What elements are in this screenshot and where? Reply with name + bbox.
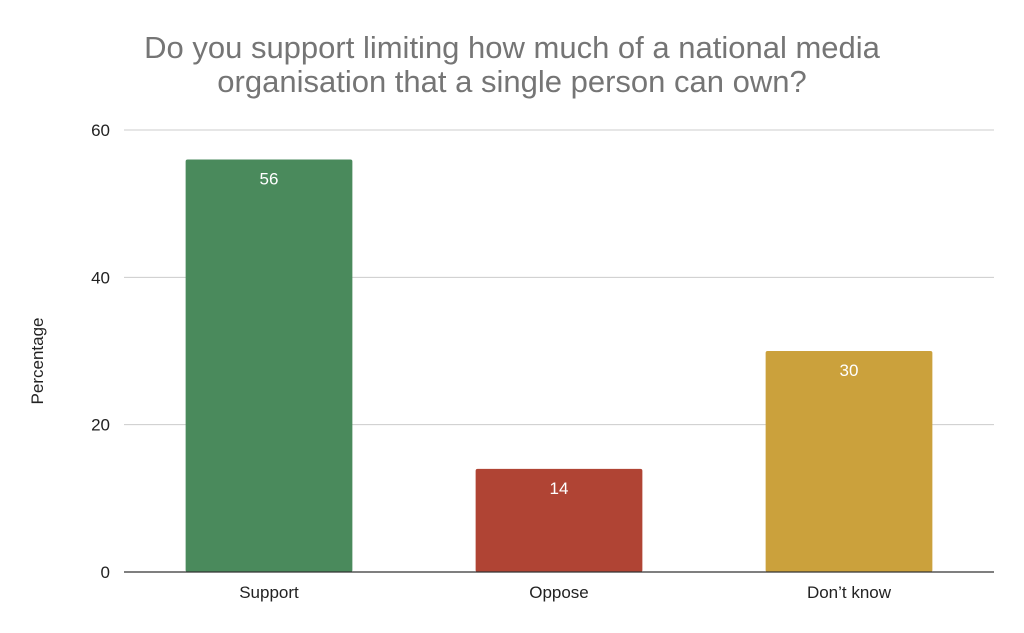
data-label-don-t-know: 30: [840, 361, 859, 380]
bars: [185, 159, 933, 572]
bar-oppose: [475, 468, 643, 572]
y-tick-label-0: 0: [101, 563, 110, 582]
x-axis-ticks: Support Oppose Don’t know: [239, 583, 892, 602]
bar-don-t-know: [765, 351, 933, 572]
data-label-oppose: 14: [550, 479, 569, 498]
y-axis-title: Percentage: [28, 318, 47, 405]
y-axis-ticks: 0 20 40 60: [91, 121, 110, 582]
y-tick-label-60: 60: [91, 121, 110, 140]
x-tick-label-don-t-know: Don’t know: [807, 583, 892, 602]
y-tick-label-20: 20: [91, 416, 110, 435]
x-tick-label-support: Support: [239, 583, 299, 602]
x-tick-label-oppose: Oppose: [529, 583, 589, 602]
chart-title-line-2: organisation that a single person can ow…: [217, 64, 806, 99]
bar-support: [185, 159, 353, 572]
y-tick-label-40: 40: [91, 268, 110, 287]
chart-title-line-1: Do you support limiting how much of a na…: [144, 30, 881, 65]
data-label-support: 56: [260, 169, 279, 188]
chart-title: Do you support limiting how much of a na…: [144, 30, 881, 99]
data-labels: 56 14 30: [260, 169, 859, 497]
